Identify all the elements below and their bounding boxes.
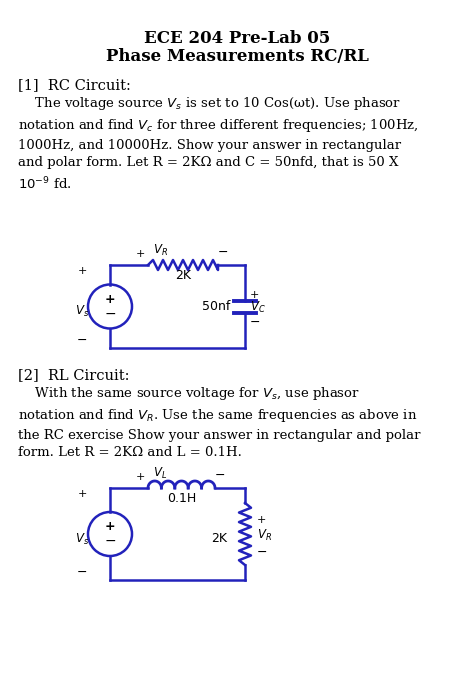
- Text: −: −: [218, 246, 228, 259]
- Text: $V_R$: $V_R$: [257, 528, 272, 543]
- Text: −: −: [104, 306, 116, 320]
- Text: With the same source voltage for $V_s$, use phasor
notation and find $V_R$. Use : With the same source voltage for $V_s$, …: [18, 385, 420, 460]
- Text: $V_R$: $V_R$: [153, 243, 168, 258]
- Text: 2K: 2K: [211, 532, 227, 545]
- Text: 2K: 2K: [175, 269, 191, 282]
- Text: The voltage source $V_s$ is set to 10 Cos(ωt). Use phasor
notation and find $V_c: The voltage source $V_s$ is set to 10 Co…: [18, 95, 419, 192]
- Text: +: +: [105, 293, 115, 306]
- Text: 50nf: 50nf: [201, 300, 230, 313]
- Text: [1]  RC Circuit:: [1] RC Circuit:: [18, 78, 131, 92]
- Text: $V_C$: $V_C$: [250, 300, 266, 315]
- Text: −: −: [77, 333, 87, 346]
- Text: +: +: [77, 489, 87, 499]
- Text: +: +: [77, 266, 87, 276]
- Text: ECE 204 Pre-Lab 05: ECE 204 Pre-Lab 05: [144, 30, 330, 47]
- Text: $V_s$: $V_s$: [75, 304, 89, 319]
- Text: [2]  RL Circuit:: [2] RL Circuit:: [18, 368, 129, 382]
- Text: −: −: [250, 316, 261, 329]
- Text: −: −: [104, 534, 116, 548]
- Text: −: −: [257, 545, 267, 559]
- Text: $V_s$: $V_s$: [75, 532, 89, 547]
- Text: 0.1H: 0.1H: [167, 492, 196, 505]
- Text: −: −: [215, 469, 225, 482]
- Text: +: +: [105, 521, 115, 534]
- Text: +: +: [257, 515, 266, 525]
- Text: −: −: [77, 566, 87, 579]
- Text: +: +: [135, 249, 145, 259]
- Text: +: +: [135, 472, 145, 482]
- Text: Phase Measurements RC/RL: Phase Measurements RC/RL: [106, 48, 368, 65]
- Text: +: +: [250, 289, 259, 299]
- Text: $V_L$: $V_L$: [153, 466, 167, 481]
